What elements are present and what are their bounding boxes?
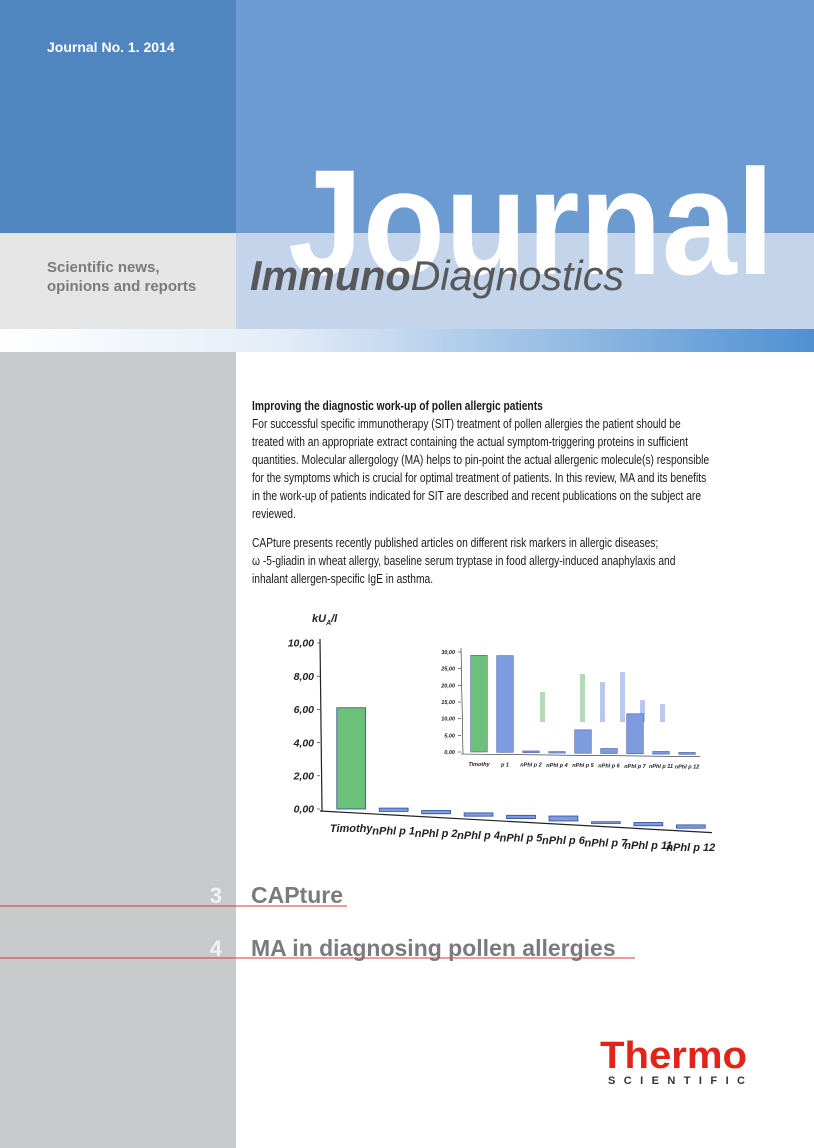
contents-page: 3 (210, 883, 222, 908)
inset-frame (528, 650, 700, 732)
y-tick-label: 8,00 (294, 671, 315, 683)
bar (600, 748, 618, 754)
article-line: CAPture presents recently published arti… (252, 537, 658, 550)
brand-bold: Immuno (250, 252, 411, 299)
inset-bar (600, 682, 605, 722)
y-axis-label: kUA/l (312, 613, 338, 627)
x-axis (460, 753, 701, 757)
y-tick-label: 20,00 (440, 683, 455, 689)
bar (336, 707, 367, 810)
y-tick-label: 25,00 (440, 667, 455, 673)
inset-bar (660, 704, 665, 722)
bar (378, 807, 409, 812)
bar (591, 821, 621, 824)
x-tick-label: nPhl p 4 (546, 763, 567, 769)
issue: Journal No. 1. 2014 (47, 39, 175, 55)
article-line: treated with an appropriate extract cont… (252, 436, 689, 449)
brand-light: Diagnostics (411, 252, 624, 299)
x-tick-label: Timothy (330, 823, 373, 835)
inset-bar (580, 674, 585, 722)
x-tick-label: nPhl p 12 (675, 764, 699, 770)
y-tick-label: 4,00 (293, 737, 315, 749)
contents-title: MA in diagnosing pollen allergies (251, 935, 616, 961)
y-tick-label: 10,00 (441, 717, 455, 723)
y-tick-label: 0,00 (444, 750, 455, 756)
y-axis (460, 647, 464, 755)
x-tick-label: nPhl p 5 (572, 763, 594, 769)
logo-name: Thermo (600, 1035, 747, 1077)
bar (506, 814, 536, 820)
bar (675, 824, 706, 829)
bar (652, 751, 670, 755)
x-tick-label: nPhl p 7 (584, 837, 628, 849)
bar (678, 752, 696, 755)
inset-bar (540, 692, 545, 722)
article: Improving the diagnostic work-up of poll… (252, 400, 709, 586)
contents-title: CAPture (251, 882, 343, 908)
x-tick-label: p 1 (500, 762, 509, 768)
bar (548, 815, 579, 822)
bar (470, 655, 488, 753)
bar (626, 713, 644, 755)
bar (633, 822, 664, 827)
y-tick-label: 6,00 (294, 704, 315, 716)
bar (548, 751, 566, 754)
x-tick-label: nPhl p 6 (598, 764, 620, 770)
x-tick-label: nPhl p 1 (372, 825, 415, 837)
contents-page: 4 (210, 936, 223, 961)
x-tick-label: nPhl p 11 (624, 840, 672, 852)
bar (522, 750, 540, 753)
y-axis-label-part: kU (312, 613, 327, 625)
masthead: Journal (288, 138, 774, 306)
article-heading: Improving the diagnostic work-up of poll… (252, 400, 543, 413)
y-tick-label: 2,00 (293, 770, 315, 782)
x-tick-label: nPhl p 7 (624, 764, 646, 770)
article-line: For successful specific immunotherapy (S… (252, 418, 681, 431)
tagline: opinions and reports (47, 278, 196, 295)
brand-band (236, 233, 814, 329)
header-right-block (236, 0, 814, 233)
article-line: for the symptoms which is crucial for op… (252, 472, 707, 485)
x-tick-label: nPhl p 2 (520, 763, 541, 769)
x-tick-label: nPhl p 6 (542, 835, 586, 847)
bar (496, 655, 514, 753)
x-tick-label: nPhl p 2 (415, 828, 458, 840)
bar (421, 810, 451, 815)
bar (574, 729, 592, 754)
x-tick-label: nPhl p 12 (666, 842, 715, 854)
x-tick-label: nPhl p 11 (649, 764, 673, 770)
y-tick-label: 0,00 (294, 804, 315, 816)
bar (463, 812, 494, 817)
inset-bar (620, 672, 625, 722)
y-tick-label: 10,00 (288, 638, 314, 650)
inset-bar (640, 700, 645, 722)
article-line: quantities. Molecular allergology (MA) h… (252, 454, 709, 467)
gradient-strip (0, 329, 814, 352)
x-axis (319, 810, 713, 834)
y-tick-label: 5,00 (444, 733, 455, 739)
y-axis (319, 638, 323, 812)
x-tick-label: nPhl p 4 (457, 830, 500, 842)
x-tick-label: Timothy (468, 762, 490, 768)
header-left-block (0, 0, 236, 233)
y-tick-label: 15,00 (441, 700, 455, 706)
y-tick-label: 30,00 (441, 650, 455, 656)
y-axis-label-part: /l (330, 613, 338, 625)
x-tick-label: nPhl p 5 (500, 833, 544, 845)
article-line: in the work-up of patients indicated for… (252, 490, 701, 503)
article-line: ω -5-gliadin in wheat allergy, baseline … (252, 555, 675, 568)
brand: ImmunoDiagnostics (250, 252, 624, 299)
side-column (0, 352, 236, 1148)
article-line: inhalant allergen-specific IgE in asthma… (252, 573, 433, 586)
article-line: reviewed. (252, 508, 296, 521)
tagline-band (0, 233, 236, 329)
tagline: Scientific news, (47, 259, 160, 276)
y-axis-label-part: A (325, 620, 331, 627)
